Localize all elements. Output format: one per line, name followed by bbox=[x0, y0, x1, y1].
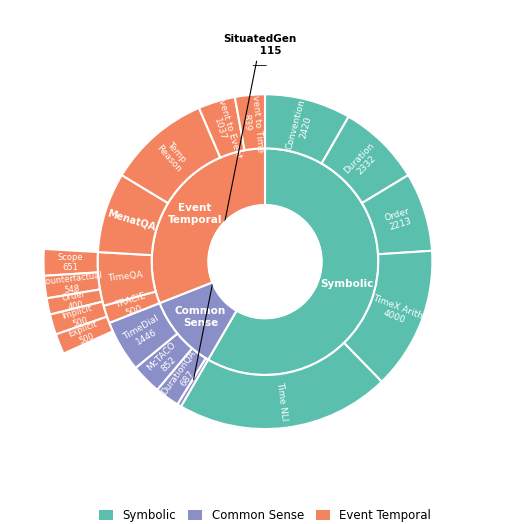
Text: TRACIE
500: TRACIE 500 bbox=[113, 292, 150, 320]
Wedge shape bbox=[50, 302, 107, 334]
Wedge shape bbox=[199, 97, 244, 158]
Text: Duration
2332: Duration 2332 bbox=[342, 140, 384, 182]
Wedge shape bbox=[322, 117, 408, 203]
Wedge shape bbox=[122, 108, 220, 203]
Text: MenatQA: MenatQA bbox=[105, 208, 156, 232]
Wedge shape bbox=[109, 303, 178, 368]
Text: Implicit
500: Implicit 500 bbox=[61, 303, 96, 331]
Wedge shape bbox=[152, 148, 265, 303]
Wedge shape bbox=[47, 289, 102, 314]
Wedge shape bbox=[103, 291, 160, 323]
Wedge shape bbox=[56, 316, 113, 354]
Text: Common
Sense: Common Sense bbox=[175, 306, 226, 328]
Wedge shape bbox=[44, 272, 100, 298]
Text: Scope
651: Scope 651 bbox=[58, 253, 83, 272]
Text: Symbolic: Symbolic bbox=[320, 279, 374, 289]
Wedge shape bbox=[208, 148, 378, 375]
Wedge shape bbox=[157, 348, 206, 405]
Text: Temp
Reason: Temp Reason bbox=[155, 137, 191, 174]
Wedge shape bbox=[160, 282, 236, 359]
Text: Convention
2420: Convention 2420 bbox=[285, 99, 317, 154]
Wedge shape bbox=[98, 175, 168, 255]
Text: Time NLI: Time NLI bbox=[275, 381, 289, 421]
Text: Event to Event
1037: Event to Event 1037 bbox=[206, 93, 243, 162]
Text: TimeX Arith
4000: TimeX Arith 4000 bbox=[368, 293, 424, 331]
Text: Counterfactual
548: Counterfactual 548 bbox=[40, 271, 104, 297]
Wedge shape bbox=[43, 249, 98, 276]
Text: McTACO
852: McTACO 852 bbox=[145, 341, 185, 380]
Text: Explicit
500: Explicit 500 bbox=[67, 319, 102, 349]
Text: Order
400: Order 400 bbox=[61, 289, 89, 313]
Text: TimeDial
1446: TimeDial 1446 bbox=[122, 314, 166, 351]
Wedge shape bbox=[181, 343, 382, 429]
Wedge shape bbox=[344, 251, 432, 381]
Text: Event
Temporal: Event Temporal bbox=[167, 203, 222, 225]
Wedge shape bbox=[98, 252, 156, 306]
Text: Event to Time
839: Event to Time 839 bbox=[240, 90, 265, 154]
Circle shape bbox=[208, 205, 322, 319]
Text: DurationQA
687: DurationQA 687 bbox=[160, 348, 206, 402]
Text: Order
2213: Order 2213 bbox=[384, 206, 414, 233]
Text: TimeQA: TimeQA bbox=[108, 270, 144, 282]
Wedge shape bbox=[136, 334, 192, 390]
Text: ___: ___ bbox=[252, 56, 267, 66]
Wedge shape bbox=[235, 94, 265, 150]
Wedge shape bbox=[178, 358, 208, 407]
Wedge shape bbox=[265, 94, 349, 163]
Wedge shape bbox=[362, 175, 432, 254]
Legend: Symbolic, Common Sense, Event Temporal: Symbolic, Common Sense, Event Temporal bbox=[94, 504, 436, 524]
Text: SituatedGen
      115: SituatedGen 115 bbox=[193, 34, 296, 379]
